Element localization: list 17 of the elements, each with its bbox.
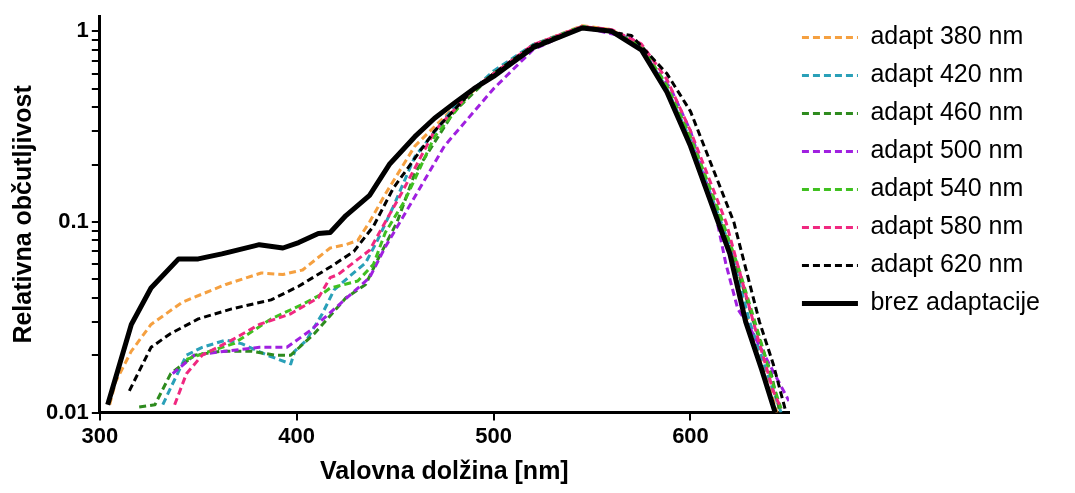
y-axis-title: Relativna občutljivost	[7, 84, 36, 344]
x-tick-label: 600	[672, 422, 709, 448]
legend-label: adapt 580 nm	[870, 211, 1024, 240]
legend-label: adapt 380 nm	[870, 21, 1024, 50]
legend-label: brez adaptacije	[870, 287, 1041, 316]
legend-label: adapt 540 nm	[870, 173, 1024, 202]
y-tick-label: 0.1	[58, 208, 89, 234]
legend-label: adapt 500 nm	[870, 135, 1024, 164]
y-tick-label: 0.01	[45, 398, 89, 424]
x-tick-label: 500	[475, 422, 512, 448]
legend-label: adapt 460 nm	[870, 97, 1024, 126]
x-tick-label: 400	[278, 422, 316, 448]
legend-label: adapt 420 nm	[870, 59, 1024, 88]
x-axis-title: Valovna dolžina [nm]	[320, 455, 569, 484]
x-tick-label: 300	[81, 422, 119, 448]
y-tick-label: 1	[76, 17, 89, 43]
legend-label: adapt 620 nm	[870, 249, 1024, 278]
